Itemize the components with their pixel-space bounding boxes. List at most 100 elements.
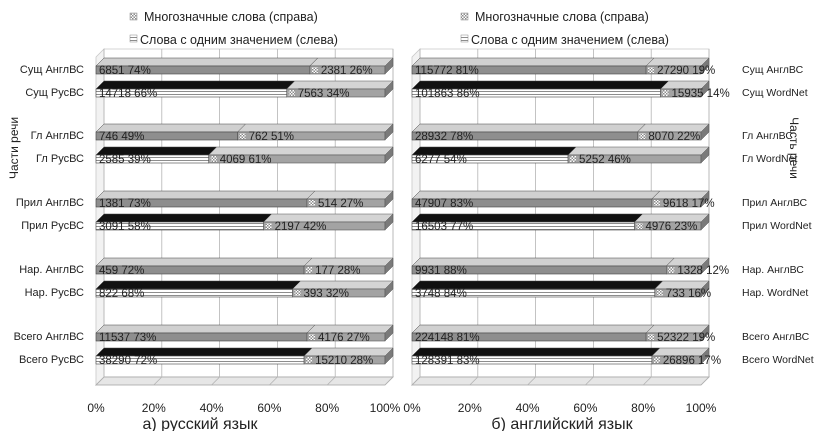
x-tick-label: 40% xyxy=(200,401,224,415)
x-tick-label: 0% xyxy=(403,401,421,415)
bar-end-face xyxy=(700,324,710,342)
x-tick-label: 80% xyxy=(631,401,655,415)
data-label-single: 9931 88% xyxy=(415,265,467,277)
checks-marker xyxy=(639,133,646,139)
data-label-multi: 514 27% xyxy=(318,198,363,210)
x-tick-label: 100% xyxy=(370,401,401,415)
bar-end-face xyxy=(384,146,394,164)
x-tick-label: 100% xyxy=(686,401,717,415)
legend-swatch-multi xyxy=(129,12,138,21)
data-label-single: 11537 73% xyxy=(99,332,156,344)
data-label-multi: 26896 17% xyxy=(663,355,721,367)
data-label-multi: 2197 42% xyxy=(275,221,327,233)
bar-end-face xyxy=(384,57,394,75)
x-tick-label: 20% xyxy=(458,401,482,415)
bar-end-face xyxy=(700,257,710,275)
data-label-single: 2585 39% xyxy=(99,154,151,166)
checks-marker xyxy=(662,90,669,96)
gridline-floor xyxy=(211,376,220,386)
data-label-multi: 9618 17% xyxy=(663,198,715,210)
category-label: Нар. АнглВС xyxy=(19,264,84,276)
data-label-multi: 1328 12% xyxy=(677,265,729,277)
legend-label: Многозначные слова (справа) xyxy=(144,10,318,24)
data-label-multi: 177 28% xyxy=(315,265,360,277)
data-label-single: 16503 77% xyxy=(415,221,473,233)
gridline-floor xyxy=(153,376,163,386)
data-label-multi: 762 51% xyxy=(249,131,294,143)
bar-end-face xyxy=(700,347,710,365)
data-label-multi: 15935 14% xyxy=(672,88,730,100)
bar-end-face xyxy=(384,123,394,141)
category-label: Прил АнглВС xyxy=(16,197,84,209)
category-label: Сущ АнглВС xyxy=(20,64,84,76)
data-label-single: 822 68% xyxy=(99,288,144,300)
checks-marker xyxy=(308,334,315,340)
bar-end-face xyxy=(384,190,394,208)
x-tick-label: 40% xyxy=(516,401,540,415)
legend-swatch-single xyxy=(460,34,469,43)
checks-marker xyxy=(308,200,315,206)
bar-end-face xyxy=(700,213,710,231)
data-label-single: 6277 54% xyxy=(415,154,467,166)
bar-end-face xyxy=(700,123,710,141)
bar-end-face xyxy=(700,280,710,298)
x-tick-label: 80% xyxy=(315,401,339,415)
bar-end-face xyxy=(700,57,710,75)
category-label: Всего РусВС xyxy=(19,354,84,366)
gridline-floor xyxy=(700,376,710,386)
plot-floor xyxy=(411,376,710,386)
checks-marker xyxy=(311,67,318,73)
data-label-single: 101863 86% xyxy=(415,88,480,100)
data-label-single: 28932 78% xyxy=(415,131,473,143)
legend-label: Многозначные слова (справа) xyxy=(475,10,649,24)
gridline-floor xyxy=(527,376,536,386)
gridline-floor xyxy=(326,376,336,386)
checks-marker xyxy=(648,334,655,340)
panel-caption: б) английский язык xyxy=(491,416,633,431)
x-tick-label: 0% xyxy=(87,401,105,415)
panel-caption: а) русский язык xyxy=(142,416,258,431)
bar-end-face xyxy=(384,213,394,231)
category-label: Прил АнглВС xyxy=(742,197,807,209)
checks-marker xyxy=(265,223,272,229)
gridline-floor xyxy=(411,376,421,386)
bar-end-face xyxy=(700,80,710,98)
checks-marker xyxy=(648,67,655,73)
data-label-multi: 15210 28% xyxy=(315,355,373,367)
checks-marker xyxy=(239,133,246,139)
legend-label: Слова с одним значением (слева) xyxy=(140,33,338,47)
data-label-multi: 52322 19% xyxy=(657,332,715,344)
checks-marker xyxy=(306,357,313,363)
data-label-multi: 5252 46% xyxy=(579,154,631,166)
data-label-single: 3748 84% xyxy=(415,288,467,300)
category-label: Прил WordNet xyxy=(742,220,812,232)
bar-end-face xyxy=(700,146,710,164)
category-label: Гл WordNet xyxy=(742,153,797,165)
category-label: Гл АнглВС xyxy=(31,130,84,142)
data-label-multi: 4176 27% xyxy=(318,332,370,344)
legend-swatch-single xyxy=(129,34,138,43)
category-label: Всего АнглВС xyxy=(742,331,810,343)
category-label: Гл РусВС xyxy=(36,153,84,165)
checks-marker xyxy=(653,200,660,206)
bar-end-face xyxy=(384,324,394,342)
data-label-multi: 8070 22% xyxy=(648,131,700,143)
data-label-single: 128391 83% xyxy=(415,355,480,367)
category-label: Сущ РусВС xyxy=(25,87,84,99)
plot-floor xyxy=(95,376,394,386)
category-label: Сущ WordNet xyxy=(742,87,808,99)
y-axis-title: Часть речи xyxy=(787,117,801,179)
checks-marker xyxy=(288,90,295,96)
gridline-floor xyxy=(642,376,652,386)
data-label-multi: 4069 61% xyxy=(220,154,272,166)
data-label-multi: 2381 26% xyxy=(321,65,373,77)
gridline-floor xyxy=(269,376,278,386)
data-label-single: 1381 73% xyxy=(99,198,151,210)
category-label: Нар. РусВС xyxy=(25,287,84,299)
category-label: Всего WordNet xyxy=(742,354,814,366)
x-tick-label: 60% xyxy=(257,401,281,415)
data-label-single: 6851 74% xyxy=(99,65,151,77)
data-label-single: 115772 81% xyxy=(415,65,479,77)
checks-marker xyxy=(653,357,660,363)
